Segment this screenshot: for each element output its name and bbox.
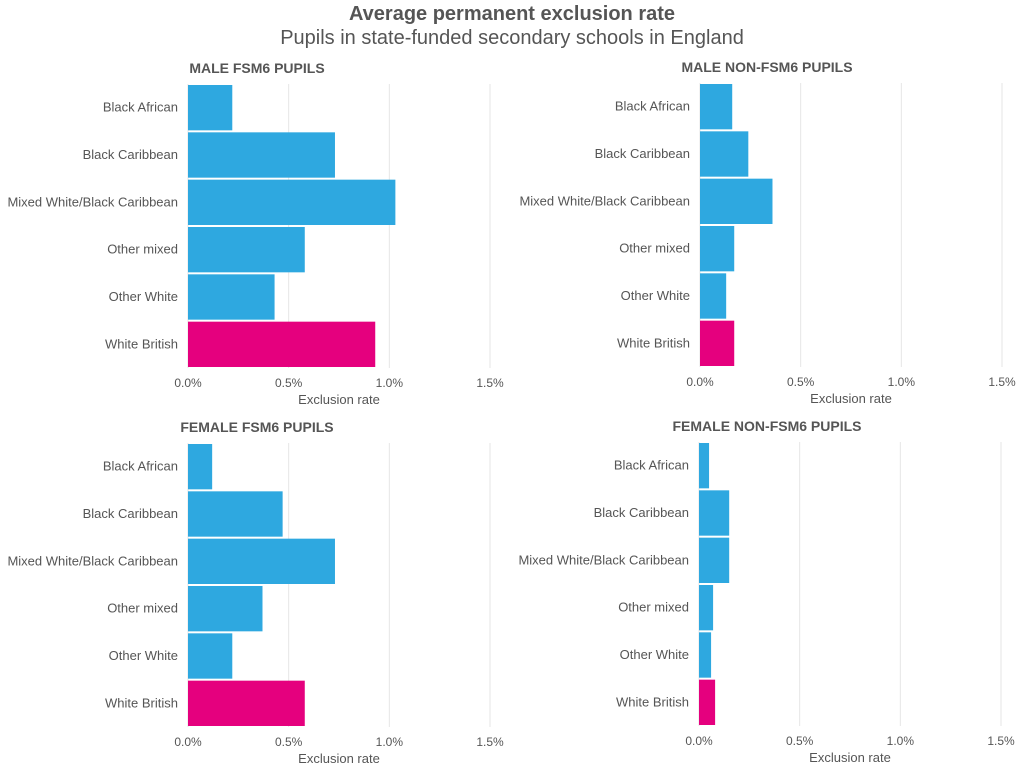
chart-panel-male-fsm6: Black African Black Caribbean Mixed White/… xyxy=(7,84,504,407)
category-label-other-white: Other White xyxy=(620,647,689,662)
x-tick-label: 1.5% xyxy=(987,734,1015,748)
bar-other-mixed xyxy=(699,585,714,631)
category-label-other-mixed: Other mixed xyxy=(618,600,689,615)
x-tick-label: 0.0% xyxy=(686,375,714,389)
bar-other-white xyxy=(700,273,727,319)
category-label-black-caribbean: Black Caribbean xyxy=(595,146,690,161)
x-axis-title: Exclusion rate xyxy=(298,751,380,766)
category-label-black-african: Black African xyxy=(614,458,689,473)
bar-white-british xyxy=(188,321,376,367)
category-label-mixed-white-black-caribbean: Mixed White/Black Caribbean xyxy=(7,553,178,568)
bar-mixed-white-black-caribbean xyxy=(188,179,396,225)
bar-other-mixed xyxy=(700,226,735,272)
x-axis-title: Exclusion rate xyxy=(810,391,892,406)
chart-panel-male-non-fsm6: Black African Black Caribbean Mixed White/… xyxy=(519,83,1016,406)
bar-black-african xyxy=(700,84,733,130)
bar-black-caribbean xyxy=(699,490,730,536)
category-label-white-british: White British xyxy=(616,694,689,709)
bar-other-white xyxy=(188,633,233,679)
x-tick-label: 0.0% xyxy=(174,376,202,390)
chart-title: Average permanent exclusion rate xyxy=(348,3,676,25)
x-tick-label: 0.5% xyxy=(275,735,303,749)
x-tick-label: 1.0% xyxy=(888,375,916,389)
category-label-other-white: Other White xyxy=(109,289,178,304)
category-label-other-mixed: Other mixed xyxy=(619,241,690,256)
bar-mixed-white-black-caribbean xyxy=(699,537,730,583)
x-tick-label: 0.5% xyxy=(787,375,815,389)
chart-subtitle: Pupils in state-funded secondary schools… xyxy=(280,27,744,49)
x-tick-label: 0.5% xyxy=(786,734,814,748)
category-label-mixed-white-black-caribbean: Mixed White/Black Caribbean xyxy=(7,194,178,209)
chart-panel-female-fsm6: Black African Black Caribbean Mixed White/… xyxy=(7,443,504,766)
category-label-black-caribbean: Black Caribbean xyxy=(83,506,178,521)
bar-black-caribbean xyxy=(188,491,283,537)
category-label-black-caribbean: Black Caribbean xyxy=(594,505,689,520)
bar-white-british xyxy=(700,320,735,366)
x-axis-title: Exclusion rate xyxy=(298,392,380,407)
bar-white-british xyxy=(699,679,716,725)
bar-other-white xyxy=(699,632,712,678)
bar-other-mixed xyxy=(188,227,305,273)
x-tick-label: 1.5% xyxy=(988,375,1016,389)
category-label-mixed-white-black-caribbean: Mixed White/Black Caribbean xyxy=(518,552,689,567)
bar-black-caribbean xyxy=(188,132,335,178)
category-label-other-white: Other White xyxy=(109,648,178,663)
panel-title-female-non-fsm6: FEMALE NON-FSM6 PUPILS xyxy=(672,418,862,434)
x-tick-label: 1.0% xyxy=(376,376,404,390)
bar-white-british xyxy=(188,680,305,726)
x-tick-label: 1.5% xyxy=(476,735,504,749)
x-axis-title: Exclusion rate xyxy=(809,750,891,765)
category-label-other-mixed: Other mixed xyxy=(107,242,178,257)
category-label-other-white: Other White xyxy=(621,288,690,303)
category-label-black-caribbean: Black Caribbean xyxy=(83,147,178,162)
bar-black-african xyxy=(188,444,213,490)
panel-title-male-fsm6: MALE FSM6 PUPILS xyxy=(189,60,325,76)
x-tick-label: 1.0% xyxy=(376,735,404,749)
bar-mixed-white-black-caribbean xyxy=(188,538,335,584)
category-label-white-british: White British xyxy=(105,695,178,710)
panel-title-female-fsm6: FEMALE FSM6 PUPILS xyxy=(180,419,334,435)
category-label-black-african: Black African xyxy=(103,100,178,115)
category-label-other-mixed: Other mixed xyxy=(107,601,178,616)
panel-title-male-non-fsm6: MALE NON-FSM6 PUPILS xyxy=(681,59,853,75)
bar-other-white xyxy=(188,274,275,320)
x-tick-label: 0.5% xyxy=(275,376,303,390)
x-tick-label: 1.0% xyxy=(887,734,915,748)
x-tick-label: 0.0% xyxy=(174,735,202,749)
category-label-black-african: Black African xyxy=(103,459,178,474)
x-tick-label: 1.5% xyxy=(476,376,504,390)
bar-black-african xyxy=(188,85,233,131)
category-label-white-british: White British xyxy=(105,336,178,351)
bar-other-mixed xyxy=(188,586,263,632)
bar-black-african xyxy=(699,443,710,489)
category-label-mixed-white-black-caribbean: Mixed White/Black Caribbean xyxy=(519,193,690,208)
bar-black-caribbean xyxy=(700,131,749,177)
category-label-white-british: White British xyxy=(617,335,690,350)
x-tick-label: 0.0% xyxy=(685,734,713,748)
chart-panel-female-non-fsm6: Black African Black Caribbean Mixed White/… xyxy=(518,442,1015,765)
category-label-black-african: Black African xyxy=(615,99,690,114)
bar-mixed-white-black-caribbean xyxy=(700,178,773,224)
